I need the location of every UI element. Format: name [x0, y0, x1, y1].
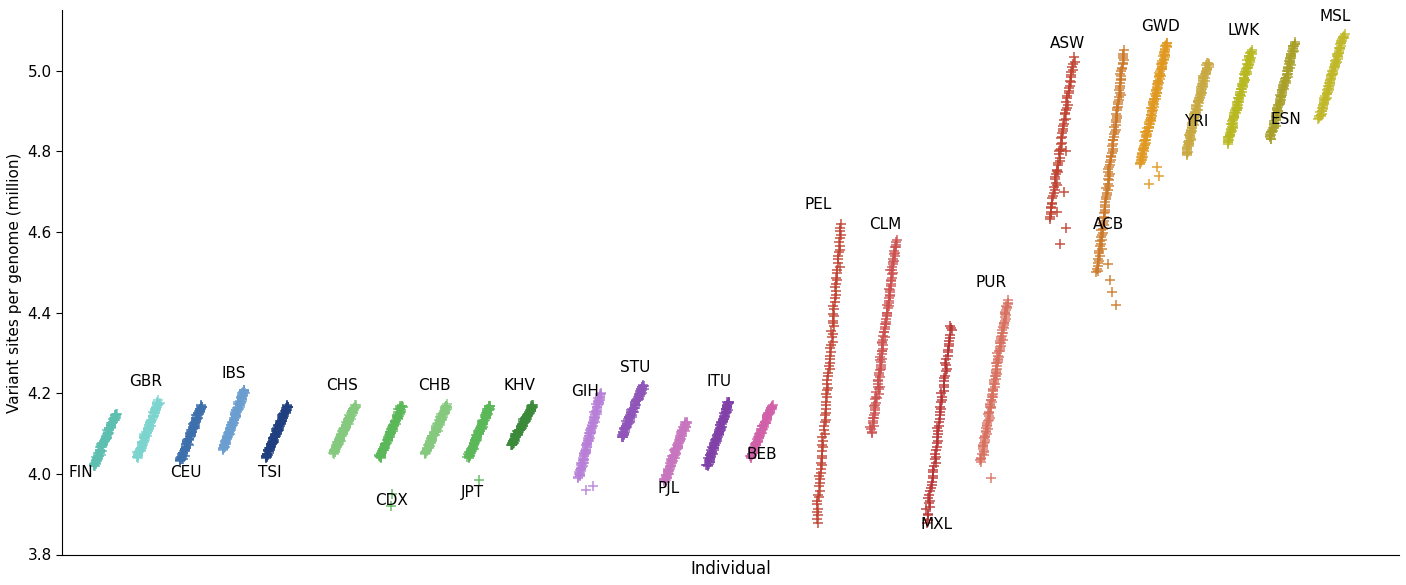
Text: FIN: FIN	[69, 465, 93, 480]
X-axis label: Individual: Individual	[690, 560, 770, 578]
Text: PJL: PJL	[657, 481, 679, 496]
Text: STU: STU	[620, 360, 651, 375]
Text: GIH: GIH	[571, 384, 599, 400]
Text: LWK: LWK	[1227, 23, 1260, 39]
Text: IBS: IBS	[222, 366, 246, 381]
Text: CLM: CLM	[869, 217, 901, 232]
Text: TSI: TSI	[259, 465, 283, 480]
Text: CHB: CHB	[418, 378, 450, 393]
Y-axis label: Variant sites per genome (million): Variant sites per genome (million)	[7, 152, 22, 412]
Text: KHV: KHV	[503, 378, 536, 393]
Text: BEB: BEB	[747, 447, 778, 462]
Text: CDX: CDX	[375, 493, 408, 508]
Text: JPT: JPT	[461, 485, 484, 500]
Text: PUR: PUR	[976, 276, 1007, 290]
Text: GWD: GWD	[1142, 19, 1180, 35]
Text: GBR: GBR	[129, 374, 163, 389]
Text: PEL: PEL	[804, 197, 831, 212]
Text: ESN: ESN	[1270, 112, 1301, 127]
Text: MSL: MSL	[1319, 9, 1351, 25]
Text: ITU: ITU	[706, 374, 731, 389]
Text: CHS: CHS	[326, 378, 357, 393]
Text: YRI: YRI	[1184, 114, 1209, 129]
Text: ASW: ASW	[1049, 36, 1085, 50]
Text: ACB: ACB	[1092, 217, 1123, 232]
Text: MXL: MXL	[921, 517, 953, 532]
Text: CEU: CEU	[170, 465, 201, 480]
